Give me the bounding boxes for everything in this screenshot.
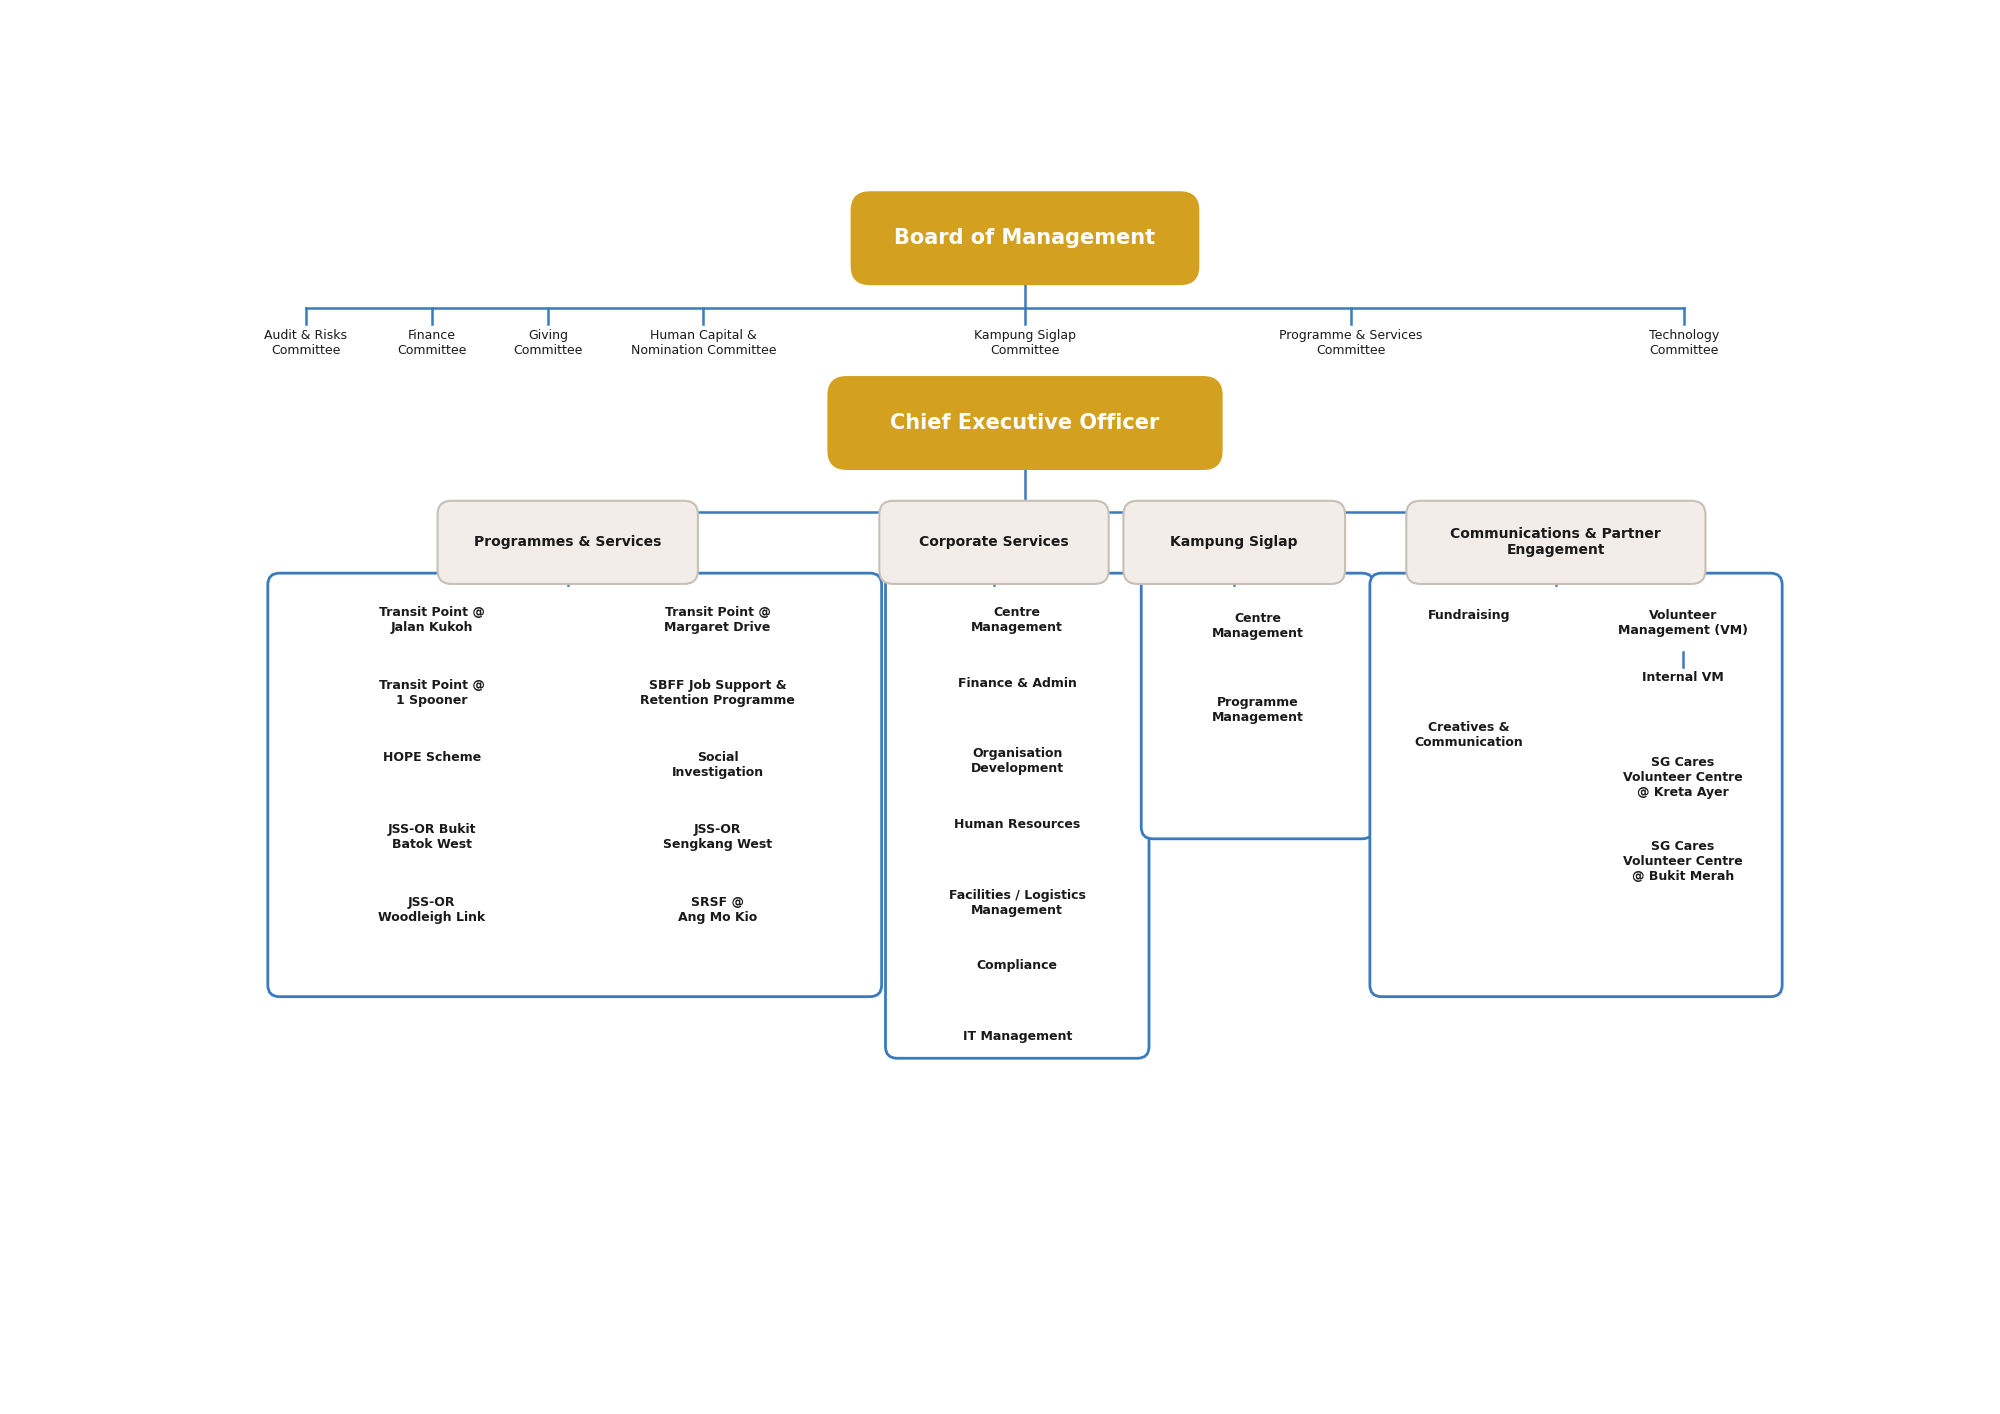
Text: Facilities / Logistics
Management: Facilities / Logistics Management	[948, 888, 1086, 916]
FancyBboxPatch shape	[886, 573, 1148, 1058]
Text: Kampung Siglap
Committee: Kampung Siglap Committee	[974, 329, 1076, 358]
Text: Transit Point @
1 Spooner: Transit Point @ 1 Spooner	[378, 679, 484, 707]
Text: Chief Executive Officer: Chief Executive Officer	[890, 413, 1160, 433]
FancyBboxPatch shape	[828, 376, 1222, 469]
Text: SG Cares
Volunteer Centre
@ Kreta Ayer: SG Cares Volunteer Centre @ Kreta Ayer	[1624, 755, 1742, 799]
Text: Finance
Committee: Finance Committee	[398, 329, 466, 358]
Text: SG Cares
Volunteer Centre
@ Bukit Merah: SG Cares Volunteer Centre @ Bukit Merah	[1624, 840, 1742, 884]
FancyBboxPatch shape	[850, 191, 1200, 286]
Text: Transit Point @
Jalan Kukoh: Transit Point @ Jalan Kukoh	[378, 607, 484, 635]
Text: Kampung Siglap: Kampung Siglap	[1170, 536, 1298, 550]
Text: Human Capital &
Nomination Committee: Human Capital & Nomination Committee	[630, 329, 776, 358]
Text: Giving
Committee: Giving Committee	[514, 329, 584, 358]
Text: Social
Investigation: Social Investigation	[672, 751, 764, 779]
Text: Internal VM: Internal VM	[1642, 672, 1724, 684]
Text: JSS-OR
Woodleigh Link: JSS-OR Woodleigh Link	[378, 896, 486, 923]
Text: Technology
Committee: Technology Committee	[1648, 329, 1718, 358]
Text: Corporate Services: Corporate Services	[920, 536, 1068, 550]
Text: Audit & Risks
Committee: Audit & Risks Committee	[264, 329, 348, 358]
Text: Board of Management: Board of Management	[894, 228, 1156, 249]
FancyBboxPatch shape	[1406, 501, 1706, 584]
Text: Volunteer
Management (VM): Volunteer Management (VM)	[1618, 609, 1748, 638]
FancyBboxPatch shape	[1142, 573, 1374, 839]
Text: Programme
Management: Programme Management	[1212, 696, 1304, 724]
Text: Creatives &
Communication: Creatives & Communication	[1414, 721, 1524, 749]
FancyBboxPatch shape	[1124, 501, 1346, 584]
Text: IT Management: IT Management	[962, 1029, 1072, 1042]
FancyBboxPatch shape	[438, 501, 698, 584]
Text: SRSF @
Ang Mo Kio: SRSF @ Ang Mo Kio	[678, 896, 758, 923]
Text: SBFF Job Support &
Retention Programme: SBFF Job Support & Retention Programme	[640, 679, 796, 707]
Text: Transit Point @
Margaret Drive: Transit Point @ Margaret Drive	[664, 607, 770, 635]
FancyBboxPatch shape	[1370, 573, 1782, 997]
Text: Communications & Partner
Engagement: Communications & Partner Engagement	[1450, 527, 1662, 557]
Text: Fundraising: Fundraising	[1428, 609, 1510, 622]
Text: Organisation
Development: Organisation Development	[970, 748, 1064, 775]
Text: JSS-OR Bukit
Batok West: JSS-OR Bukit Batok West	[388, 823, 476, 851]
Text: Programme & Services
Committee: Programme & Services Committee	[1278, 329, 1422, 358]
FancyBboxPatch shape	[880, 501, 1108, 584]
Text: Human Resources: Human Resources	[954, 819, 1080, 831]
Text: Programmes & Services: Programmes & Services	[474, 536, 662, 550]
Text: Centre
Management: Centre Management	[1212, 612, 1304, 639]
Text: Compliance: Compliance	[976, 959, 1058, 973]
FancyBboxPatch shape	[268, 573, 882, 997]
Text: Centre
Management: Centre Management	[972, 607, 1064, 635]
Text: Finance & Admin: Finance & Admin	[958, 677, 1076, 690]
Text: JSS-OR
Sengkang West: JSS-OR Sengkang West	[664, 823, 772, 851]
Text: HOPE Scheme: HOPE Scheme	[382, 751, 480, 764]
